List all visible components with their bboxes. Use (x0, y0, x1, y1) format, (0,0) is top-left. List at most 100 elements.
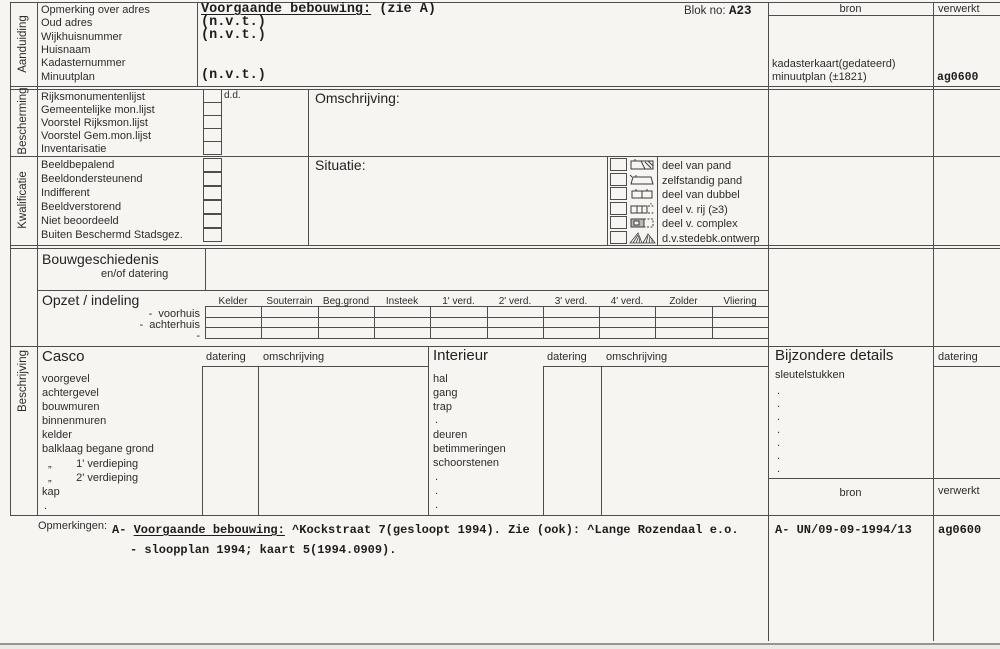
opzet-col-header: Insteek (385, 296, 419, 307)
field-label: Voorstel Gem.mon.lijst (41, 130, 152, 142)
casco-row-label: kap (42, 486, 60, 498)
field-label: Rijksmonumentenlijst (41, 91, 145, 103)
interieur-row-label: trap (433, 401, 452, 413)
opmerkingen-line2: - sloopplan 1994; kaart 5(1994.0909). (130, 543, 397, 557)
line (10, 156, 1000, 157)
kwalificatie-checkbox-2[interactable] (203, 186, 222, 200)
line (430, 306, 431, 338)
opzet-col-header: Souterrain (266, 296, 313, 307)
opmerkingen-ref: A- UN/09-09-1994/13 (775, 523, 912, 537)
opzet-col-header: Beg.grond (322, 296, 370, 307)
line (10, 346, 1000, 347)
line (657, 156, 658, 245)
opzet-title: Opzet / indeling (42, 292, 140, 308)
bron-entry: kadasterkaart(gedateerd) (772, 58, 896, 70)
legend-label: deel van dubbel (662, 189, 740, 201)
line (768, 478, 1000, 479)
field-label: Inventarisatie (41, 143, 107, 155)
field-label: Wijkhuisnummer (41, 31, 123, 43)
casco-row-label: achtergevel (42, 387, 99, 399)
kwalificatie-checkbox-1[interactable] (203, 172, 222, 186)
dot-row: . (777, 463, 781, 475)
page-bottom-edge (0, 643, 1000, 645)
line (205, 306, 768, 307)
typed-rest: (zie A) (371, 2, 436, 17)
typed-value-voorgaande-bebouwing: Voorgaande bebouwing: (zie A) (201, 3, 436, 17)
field-label: Oud adres (41, 17, 93, 29)
field-label: Beeldondersteunend (41, 173, 143, 185)
line (205, 248, 206, 290)
line (258, 366, 259, 515)
bescherming-checkbox-4[interactable] (203, 141, 222, 155)
line (205, 317, 768, 318)
kwalificatie-checkbox-0[interactable] (203, 158, 222, 172)
deel-v-complex-icon (629, 216, 656, 229)
opzet-col-header: 2' verd. (498, 296, 532, 307)
line (10, 248, 1000, 249)
interieur-row-label: . (435, 414, 439, 426)
casco-row-label: binnenmuren (42, 415, 107, 427)
typed-underlined: Voorgaande bebouwing: (201, 2, 372, 17)
field-label: Beeldbepalend (41, 159, 115, 171)
casco-row-label: „ 2' verdieping (48, 472, 139, 484)
zelfstandig-pand-icon (629, 173, 656, 186)
deel-v-rij-icon (629, 202, 656, 215)
situatie-checkbox-0[interactable] (610, 158, 627, 171)
situatie-checkbox-1[interactable] (610, 172, 627, 186)
opzet-col-header: 1' verd. (442, 296, 475, 307)
kwalificatie-checkbox-4[interactable] (203, 214, 222, 228)
situatie-checkbox-3[interactable] (610, 201, 627, 215)
casco-row-label: voorgevel (42, 373, 90, 385)
line (202, 366, 203, 515)
dot-row: . (777, 411, 781, 423)
blok-no-label: Blok no: (684, 5, 726, 17)
line (607, 156, 608, 245)
field-label: Gemeentelijke mon.lijst (41, 104, 155, 116)
bijzondere-details-title: Bijzondere details (775, 347, 894, 364)
bescherming-checkbox-3[interactable] (203, 128, 222, 142)
situatie-checkbox-2[interactable] (610, 187, 627, 200)
opzet-col-header: Kelder (218, 296, 248, 307)
line (933, 366, 1000, 367)
interieur-row-label: deuren (433, 429, 468, 441)
opzet-row-label: - (196, 330, 200, 342)
legend-label: zelfstandig pand (662, 174, 743, 187)
opzet-col-header: 3' verd. (554, 296, 588, 307)
line (308, 89, 309, 245)
interieur-omschrijving-header: omschrijving (606, 351, 668, 363)
casco-row-label: „ 1' verdieping (48, 458, 139, 470)
bijzondere-verwerkt-label: verwerkt (938, 485, 980, 497)
verwerkt-value: ag0600 (937, 71, 979, 84)
line (197, 2, 198, 86)
bescherming-checkbox-2[interactable] (203, 115, 222, 129)
situatie-checkbox-5[interactable] (610, 230, 627, 244)
interieur-row-label: betimmeringen (433, 443, 506, 455)
opzet-row-label: - achterhuis (139, 319, 200, 331)
bescherming-checkbox-1[interactable] (203, 102, 222, 116)
typed-value-nvt: (n.v.t.) (201, 15, 266, 30)
line (205, 306, 206, 338)
bijzondere-bron-label: bron (839, 487, 862, 499)
section-label-kwalificatie: Kwalificatie (17, 171, 29, 229)
situatie-checkbox-4[interactable] (610, 216, 627, 229)
opmerkingen-line1: A- Voorgaande bebouwing: ^Kockstraat 7(g… (112, 524, 739, 537)
deel-van-dubbel-icon (629, 187, 656, 200)
line (601, 366, 602, 515)
line (599, 306, 600, 338)
bescherming-checkbox-0[interactable] (203, 89, 222, 103)
casco-title: Casco (42, 348, 85, 365)
interieur-row-label: . (435, 471, 439, 483)
field-label: Niet beoordeeld (41, 215, 119, 227)
line (428, 346, 429, 515)
line (543, 306, 544, 338)
field-label: Huisnaam (41, 44, 91, 56)
field-label: Indifferent (41, 187, 90, 199)
casco-row-label: bouwmuren (42, 401, 100, 413)
interieur-datering-header: datering (547, 351, 587, 363)
opmerkingen-rest: ^Kockstraat 7(gesloopt 1994). Zie (ook):… (284, 523, 739, 537)
kwalificatie-checkbox-3[interactable] (203, 200, 222, 214)
casco-row-label: . (44, 500, 48, 512)
kwalificatie-checkbox-5[interactable] (203, 228, 222, 242)
casco-datering-header: datering (206, 351, 246, 363)
line (10, 2, 1000, 3)
